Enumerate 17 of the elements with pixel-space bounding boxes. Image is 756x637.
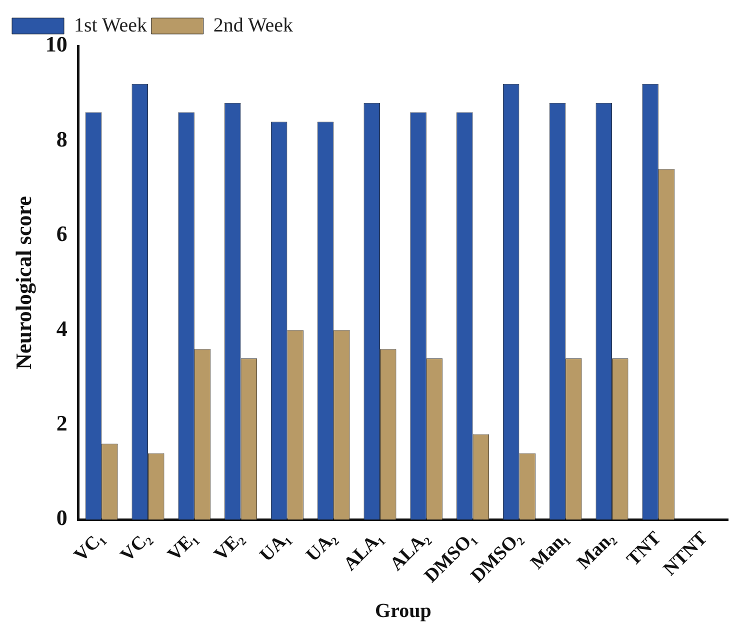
x-tick-label: VC₂	[116, 528, 156, 566]
x-tick-label: UA₁	[256, 528, 294, 566]
x-tick-label: VC₁	[70, 528, 109, 566]
y-tick-label: 0	[56, 505, 68, 530]
y-tick-label: 6	[56, 221, 68, 246]
y-tick-label: 2	[56, 410, 68, 436]
x-tick-label: VE₁	[164, 528, 202, 566]
legend-label: 2nd Week	[213, 14, 294, 36]
x-tick-label: UA₂	[302, 528, 341, 566]
legend-label: 1st Week	[74, 14, 148, 36]
y-tick-label: 10	[45, 32, 68, 57]
x-tick-label: Man₁	[526, 528, 573, 574]
x-tick-label: VE₂	[210, 528, 248, 566]
y-tick-label: 8	[56, 126, 68, 152]
y-tick-label: 4	[56, 316, 68, 341]
x-axis-title: Group	[375, 600, 432, 622]
y-axis-title: Neurological score	[10, 196, 36, 370]
